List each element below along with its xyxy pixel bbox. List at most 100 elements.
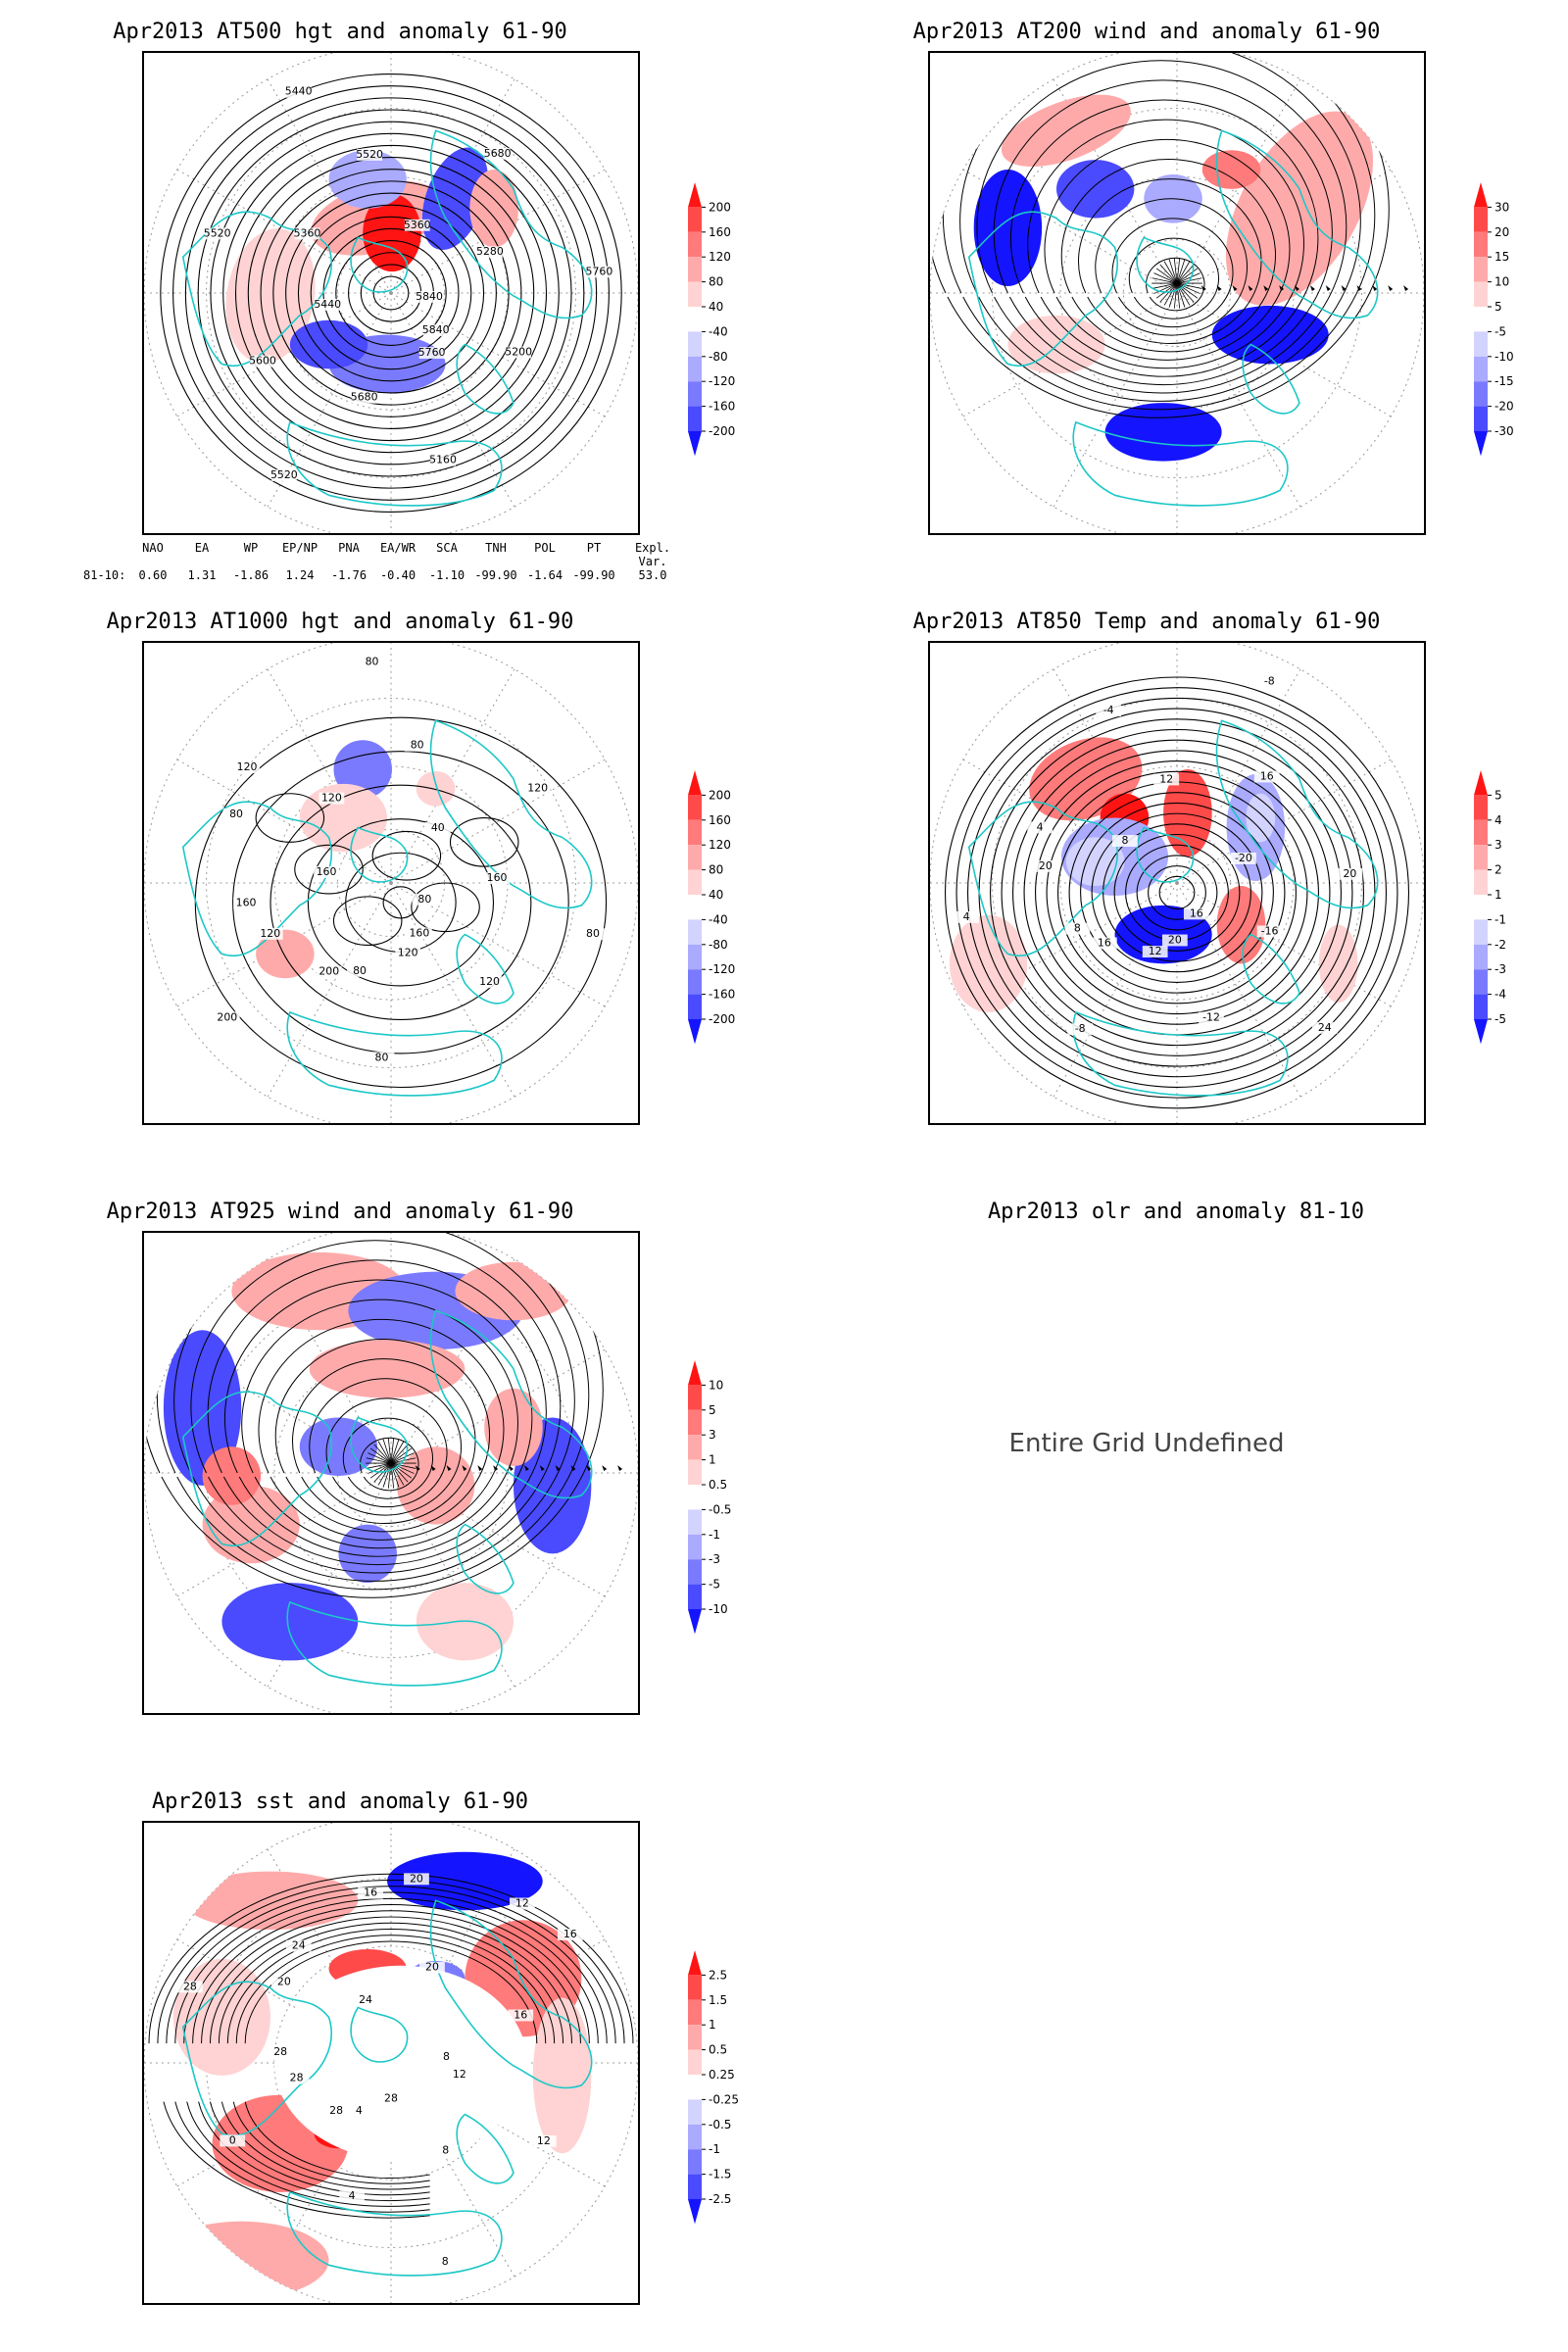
contour-label-bg [509, 1897, 535, 1910]
contour-label: 160 [409, 926, 429, 939]
anomaly-patch [182, 1871, 359, 1931]
meridian-line [267, 668, 392, 884]
contour-line [210, 121, 572, 466]
pole-streamline [1176, 282, 1202, 289]
anomaly-patch [973, 170, 1043, 287]
contour-label-bg [404, 219, 430, 231]
coastline [1136, 826, 1195, 883]
index-value-0: 0.60 [138, 568, 168, 582]
colorbar-p500: 200 160 120 80 40 -40 -80 -120 -160 -200 [686, 174, 774, 457]
colorbar-swatch [688, 381, 702, 407]
contour-label-bg [1311, 1021, 1338, 1034]
colorbar-swatch [1474, 994, 1488, 1019]
contour-line [294, 844, 364, 895]
streamline-arrow [617, 1465, 623, 1472]
contour-line [1158, 875, 1196, 910]
pole-streamline [1153, 272, 1178, 284]
colorbar-swatch [688, 1509, 702, 1535]
colorbar-swatch [688, 2075, 702, 2100]
colorbar-top-arrow [1474, 182, 1488, 208]
index-value-3: 1.24 [285, 568, 315, 582]
streamline [1027, 119, 1304, 369]
contour-label-bg [477, 246, 503, 259]
contour-label: 20 [1168, 933, 1182, 946]
colorbar-label: 20 [1494, 225, 1509, 239]
contour-label-bg [954, 910, 979, 923]
anomaly-patch [1216, 885, 1266, 964]
pole-streamline [390, 1462, 409, 1483]
index-header-row: NAO EA WP EP/NP PNA EA/WR SCA TNH POL PT Expl. Var… [83, 541, 730, 568]
pole-streamline [368, 1452, 392, 1464]
pole-streamline [390, 1462, 416, 1469]
pole-streamline [1176, 282, 1186, 308]
streamline [274, 1339, 490, 1533]
streamline [1111, 218, 1234, 328]
contour-label: 5200 [505, 345, 532, 358]
latitude-circle [206, 698, 576, 1068]
contour-label: 8 [442, 2144, 449, 2157]
colorbar-swatch [1474, 207, 1488, 232]
contour-label: 20 [410, 1872, 423, 1885]
pole-streamline [1168, 259, 1178, 284]
streamline-arrow [1341, 285, 1347, 292]
contour-label-bg [1161, 934, 1188, 947]
contour-label-bg [1256, 675, 1283, 688]
contour-label: 120 [237, 760, 258, 773]
pole-streamline [366, 1457, 392, 1464]
colorbar-label: -3 [1494, 962, 1506, 976]
coastline [1136, 236, 1195, 293]
colorbar-label: -0.5 [709, 2118, 731, 2132]
pole-streamline [390, 1462, 405, 1486]
colorbar-bottom-arrow [688, 1609, 702, 1635]
meridian-line [390, 668, 515, 884]
coastline [429, 129, 593, 319]
contour-label: 4 [349, 2189, 356, 2202]
contour-label: 28 [384, 2092, 398, 2105]
contour-label-bg [1064, 922, 1091, 935]
contour-label: 12 [537, 2134, 551, 2147]
contour-label: 12 [1149, 945, 1162, 957]
contour-line [1136, 855, 1218, 931]
colorbar-swatch [688, 1459, 702, 1485]
colorbar-swatch [688, 869, 702, 895]
colorbar-swatch [688, 944, 702, 970]
contour-label-bg [214, 1011, 240, 1024]
contour-label-bg [412, 893, 438, 906]
contour-label-bg [316, 965, 342, 978]
contour-label: 8 [443, 2050, 450, 2063]
contour-line [1046, 770, 1308, 1015]
colorbar-label: 1 [709, 2018, 716, 2032]
pole-streamline [1155, 282, 1178, 299]
colorbar-swatch [688, 2149, 702, 2175]
contour-label: 80 [417, 893, 431, 906]
colorbar-label: 5 [709, 1403, 716, 1417]
panel-title-p925: Apr2013 AT925 wind and anomaly 61-90 [106, 1200, 574, 1224]
contour-label-bg [257, 927, 283, 940]
anomaly-patch [1056, 160, 1135, 219]
contour-label: 160 [236, 896, 257, 908]
pole-streamline [368, 1462, 392, 1474]
contour-label: 200 [318, 965, 339, 978]
streamline-arrow [1200, 285, 1206, 292]
colorbar-label: -120 [709, 374, 735, 388]
colorbar-label: 200 [709, 788, 731, 802]
colorbar-p1000: 200 160 120 80 40 -40 -80 -120 -160 -200 [686, 762, 774, 1045]
colorbar-label: -10 [1494, 350, 1514, 364]
index-value-4: -1.76 [330, 568, 368, 582]
colorbar-label: 80 [709, 275, 723, 289]
colorbar-label: 3 [709, 1428, 716, 1442]
contour-label-bg [432, 2144, 459, 2157]
index-header-0: NAO [142, 541, 164, 555]
streamline-arrow [1325, 285, 1331, 292]
contour-label-bg [395, 947, 421, 959]
colorbar-label: 1 [1494, 888, 1502, 902]
coastline [429, 1309, 593, 1499]
contour-label: 8 [1121, 834, 1128, 847]
contour-label-bg [346, 2105, 372, 2118]
pole-streamline [369, 1447, 392, 1464]
contour-label: -8 [1075, 1022, 1086, 1035]
contour-label-bg [1256, 925, 1283, 938]
coastline [1242, 343, 1300, 415]
contour-label: 24 [1318, 1021, 1332, 1034]
contour-label-bg [268, 2046, 294, 2059]
